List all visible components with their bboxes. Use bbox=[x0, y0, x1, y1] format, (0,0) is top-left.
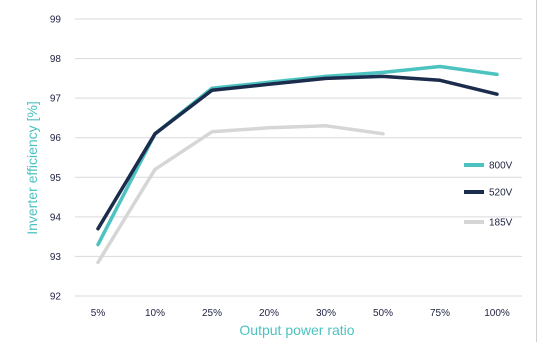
y-tick-label: 98 bbox=[50, 54, 62, 65]
y-axis-ticks: 92 93 94 95 96 97 98 99 bbox=[50, 15, 62, 303]
x-tick-label: 25% bbox=[202, 308, 222, 319]
x-axis-title: Output power ratio bbox=[239, 322, 354, 338]
x-tick-label: 100% bbox=[484, 308, 510, 319]
x-tick-label: 5% bbox=[91, 308, 106, 319]
y-tick-label: 99 bbox=[50, 15, 62, 26]
x-tick-label: 20% bbox=[259, 308, 279, 319]
y-tick-label: 93 bbox=[50, 252, 62, 263]
y-tick-label: 94 bbox=[50, 212, 62, 223]
y-tick-label: 96 bbox=[50, 133, 62, 144]
x-tick-label: 75% bbox=[430, 308, 450, 319]
legend-label-800v: 800V bbox=[489, 161, 513, 172]
y-tick-label: 97 bbox=[50, 94, 62, 105]
series-line-800v bbox=[96, 64, 499, 247]
y-tick-label: 92 bbox=[50, 292, 62, 303]
series-line-520v bbox=[96, 74, 499, 231]
x-tick-label: 10% bbox=[145, 308, 165, 319]
legend: 800V 520V 185V bbox=[464, 161, 513, 229]
legend-label-185v: 185V bbox=[489, 218, 513, 229]
y-axis-title: Inverter efficiency [%] bbox=[24, 101, 40, 235]
legend-label-520v: 520V bbox=[489, 188, 513, 199]
y-tick-label: 95 bbox=[50, 173, 62, 184]
series-line-185v bbox=[96, 124, 385, 265]
x-axis-ticks: 5% 10% 25% 20% 30% 50% 75% 100% bbox=[91, 308, 510, 319]
series-lines bbox=[96, 64, 499, 265]
x-tick-label: 30% bbox=[316, 308, 336, 319]
x-tick-label: 50% bbox=[373, 308, 393, 319]
